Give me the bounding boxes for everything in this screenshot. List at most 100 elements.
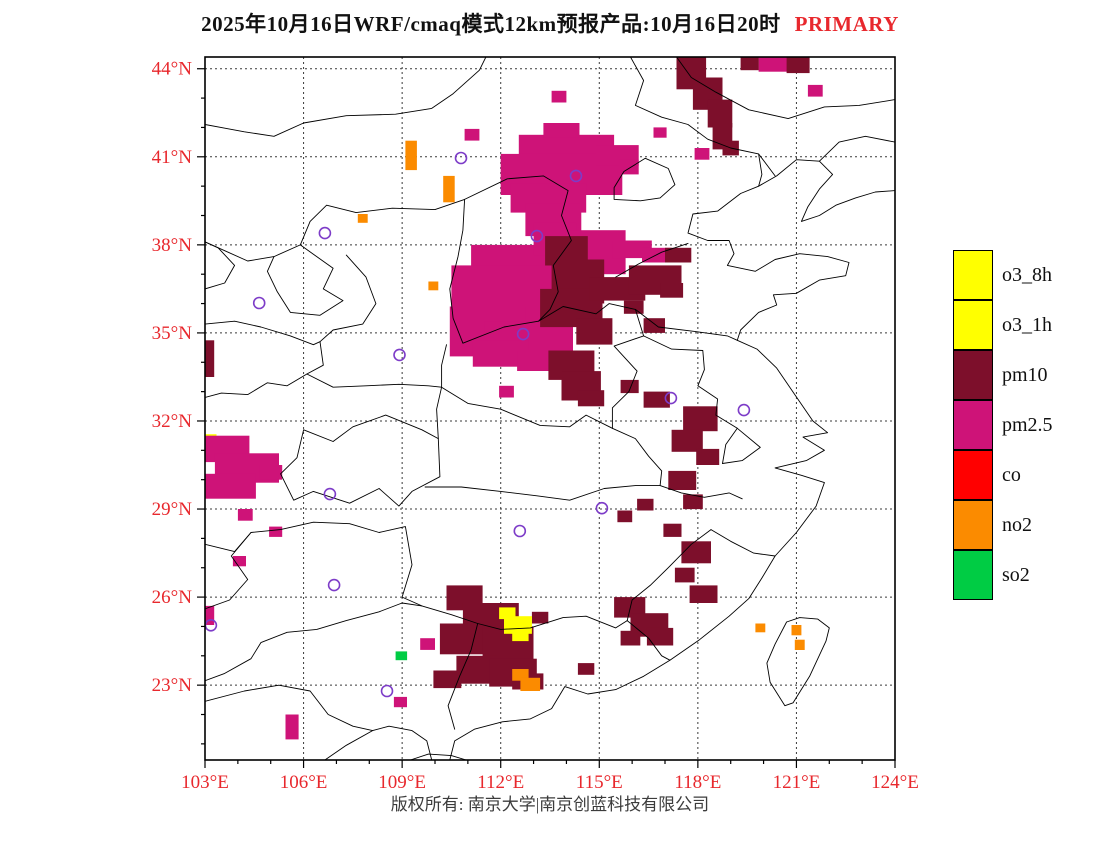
- boundary-line: [306, 373, 443, 388]
- boundary-line: [766, 617, 830, 707]
- pollutant-cell-pm10: [637, 498, 654, 511]
- boundary-line: [710, 529, 776, 557]
- boundary-line: [205, 198, 466, 262]
- boundary-line: [424, 485, 743, 501]
- pollutant-cell-pm10: [531, 611, 549, 624]
- legend-item-co: co: [953, 449, 1053, 500]
- pollutant-legend: o3_8h o3_1h pm10 pm2.5 co no2 so2: [953, 249, 1053, 600]
- boundary-line: [205, 602, 423, 682]
- legend-label: o3_8h: [1002, 263, 1052, 286]
- city-marker: [737, 403, 751, 417]
- pollutant-cell-pm10: [740, 57, 759, 71]
- legend-swatch: [953, 399, 993, 450]
- pollutant-cell-pm25: [393, 696, 407, 708]
- pollutant-cell-pm25: [285, 714, 299, 740]
- pollutant-cell-pm25: [543, 123, 580, 138]
- pollutant-cell-pm25: [758, 57, 792, 72]
- city-marker: [454, 151, 468, 165]
- x-tick-label-121: 121°E: [773, 772, 821, 793]
- pollutant-cell-pm10: [433, 670, 462, 689]
- pollutant-cell-pm10: [786, 57, 810, 74]
- pollutant-cell-pm25: [269, 526, 283, 537]
- city-marker: [513, 524, 527, 538]
- city-marker: [569, 169, 583, 183]
- legend-item-pm2.5: pm2.5: [953, 399, 1053, 450]
- city-marker: [380, 684, 394, 698]
- y-tick-label-35: 35°N: [152, 323, 193, 344]
- legend-label: no2: [1002, 513, 1032, 536]
- title-primary-tag: PRIMARY: [794, 12, 899, 36]
- city-marker: [318, 226, 332, 240]
- pollutant-cell-pm10: [674, 567, 695, 583]
- legend-label: so2: [1002, 563, 1030, 586]
- pollutant-cell-pm25: [205, 473, 256, 499]
- boundary-line: [676, 57, 895, 120]
- pollutant-cell-pm10: [617, 510, 633, 523]
- pollutant-cell-pm10: [668, 470, 697, 490]
- boundary-line: [409, 753, 467, 760]
- pollutant-cell-no2: [428, 281, 439, 291]
- pollutant-cell-pm10: [671, 429, 703, 452]
- y-tick-label-38: 38°N: [152, 235, 193, 256]
- x-tick-label-118: 118°E: [674, 772, 721, 793]
- pollutant-cell-o3: [512, 627, 529, 642]
- legend-label: o3_1h: [1002, 313, 1052, 336]
- legend-item-so2: so2: [953, 549, 1053, 600]
- pollutant-cell-pm10: [623, 300, 644, 314]
- pollutant-cell-pm25: [259, 465, 283, 480]
- legend-swatch: [953, 249, 993, 300]
- pollutant-cell-so2: [395, 651, 408, 661]
- pollutant-cell-no2: [405, 140, 417, 171]
- x-tick-label-115: 115°E: [576, 772, 623, 793]
- boundary-line: [630, 57, 776, 177]
- boundary-line: [613, 157, 676, 202]
- boundary-line: [626, 620, 671, 661]
- map-canvas: [205, 57, 895, 760]
- pollutant-cell-pm10: [660, 283, 684, 298]
- city-marker: [530, 229, 544, 243]
- pollutant-cell-pm10: [620, 379, 639, 394]
- map-frame: [204, 56, 896, 761]
- boundary-line: [421, 605, 628, 630]
- pollutant-cell-no2: [755, 623, 766, 633]
- page-title: 2025年10月16日WRF/cmaq模式12km预报产品:10月16日20时 P…: [0, 8, 1100, 38]
- legend-label: pm2.5: [1002, 413, 1053, 436]
- pollutant-cell-pm25: [499, 385, 514, 398]
- pollutant-cell-no2: [794, 639, 805, 650]
- pollutant-cell-pm10: [663, 523, 682, 537]
- pollutant-cell-pm10: [665, 247, 692, 263]
- copyright-text: 版权所有: 南京大学|南京创蓝科技有限公司: [390, 795, 710, 814]
- city-marker: [516, 327, 530, 341]
- pollutant-cell-pm25: [653, 127, 667, 138]
- boundary-line: [280, 414, 441, 507]
- pollutant-cell-pm10: [696, 448, 720, 465]
- legend-item-o3_8h: o3_8h: [953, 249, 1053, 300]
- legend-swatch: [953, 499, 993, 550]
- pollutant-cell-pm25: [619, 159, 639, 175]
- pollutant-cell-pm10: [689, 585, 718, 603]
- boundary-line: [324, 725, 433, 760]
- y-tick-label-23: 23°N: [152, 675, 193, 696]
- pollutant-cell-pm10: [643, 318, 665, 333]
- pollutant-cell-pm10: [576, 318, 613, 345]
- pollutant-cell-no2: [443, 175, 455, 203]
- legend-swatch: [953, 349, 993, 400]
- boundary-line: [205, 254, 377, 398]
- pollutant-cell-pm25: [612, 240, 652, 259]
- city-marker: [595, 501, 609, 515]
- city-marker: [393, 348, 406, 362]
- city-marker: [252, 296, 266, 310]
- x-tick-label-103: 103°E: [181, 772, 229, 793]
- boundary-line: [266, 244, 344, 316]
- boundary-line: [634, 308, 738, 341]
- boundary-line: [449, 159, 895, 760]
- x-tick-label-109: 109°E: [378, 772, 426, 793]
- pollutant-cell-pm10: [577, 390, 605, 407]
- pollutant-cell-pm25: [232, 556, 246, 567]
- boundary-line: [643, 335, 738, 464]
- pollutant-cell-pm25: [205, 605, 215, 625]
- pollutant-cell-no2: [791, 625, 802, 636]
- boundary-line: [205, 532, 252, 553]
- pollutant-cell-pm25: [464, 128, 480, 141]
